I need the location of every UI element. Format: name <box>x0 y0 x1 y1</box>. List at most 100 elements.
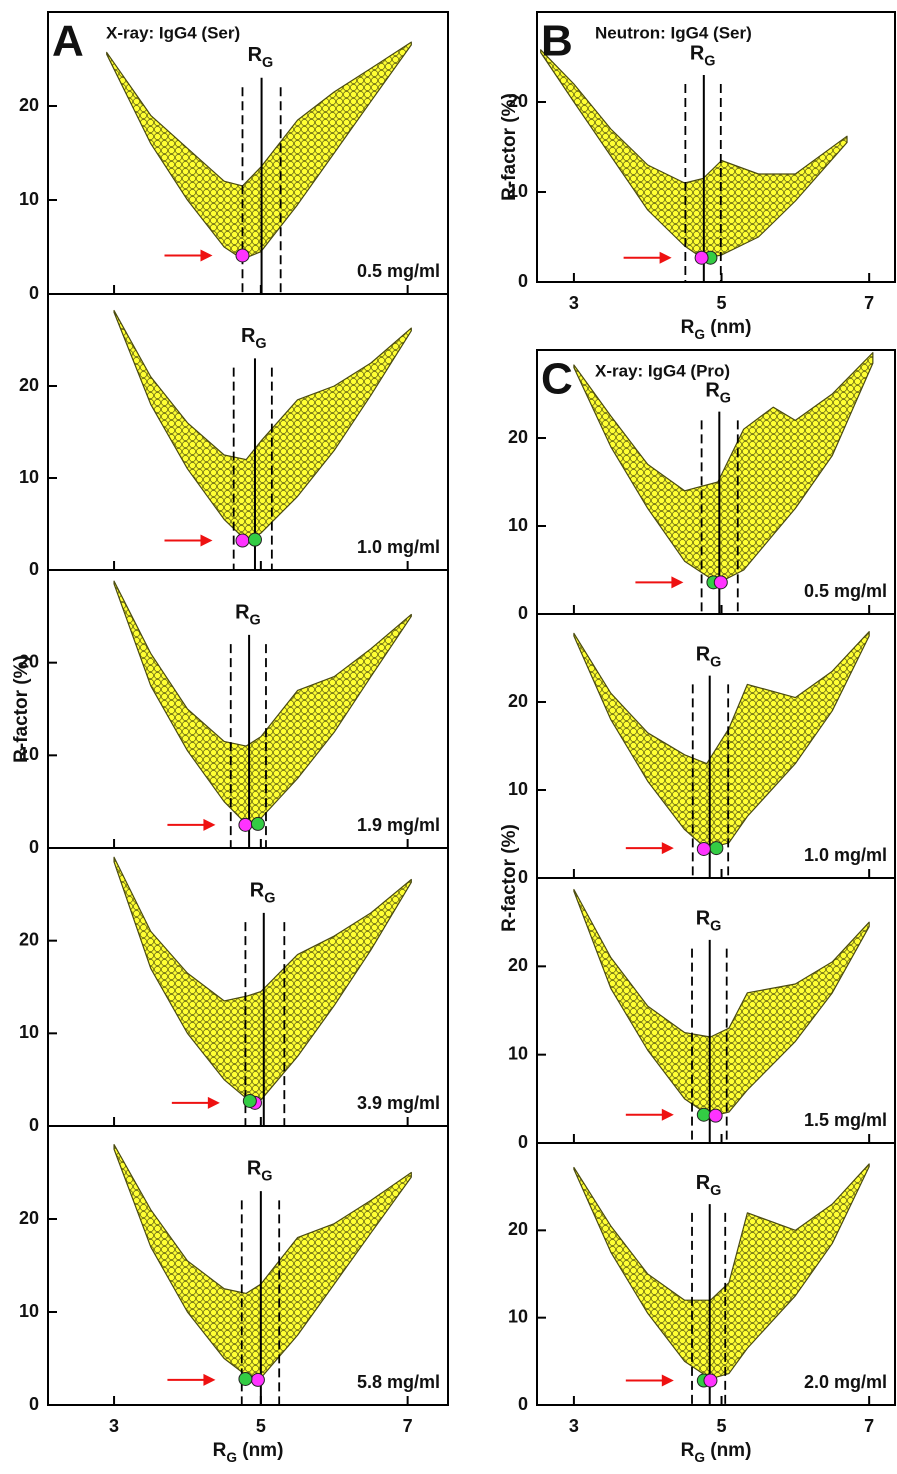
x-tick-label: 7 <box>864 1416 874 1436</box>
arrow-head <box>671 576 684 589</box>
x-tick-label: 3 <box>569 293 579 313</box>
y-tick-label: 20 <box>19 375 39 395</box>
x-tick-label: 3 <box>569 1416 579 1436</box>
x-axis-label-part: G <box>226 1450 237 1465</box>
rg-label-part: G <box>250 612 261 628</box>
rg-label-part: G <box>720 390 731 406</box>
panel-letter: C <box>541 355 573 404</box>
arrow-head <box>203 818 216 831</box>
best-fit-point <box>247 532 262 547</box>
x-tick-label: 7 <box>864 293 874 313</box>
y-tick-label: 0 <box>29 1394 39 1414</box>
rfactor-cloud <box>540 49 848 260</box>
rg-label-part: R <box>696 1172 711 1194</box>
x-axis-label: RG (nm) <box>681 1440 752 1465</box>
rg-label-part: G <box>710 1183 721 1199</box>
rg-label-part: R <box>705 380 720 402</box>
rfactor-cloud <box>573 1163 870 1380</box>
rg-label-part: G <box>704 53 715 69</box>
rfactor-cloud <box>573 631 870 850</box>
y-tick-label: 10 <box>19 1022 39 1042</box>
arrow-head <box>203 1373 216 1386</box>
y-tick-label: 20 <box>508 1219 528 1239</box>
best-fit-point <box>708 1108 723 1123</box>
y-tick-label: 10 <box>19 189 39 209</box>
arrow-head <box>659 251 672 264</box>
concentration-label: 0.5 mg/ml <box>357 261 440 281</box>
concentration-label: 1.0 mg/ml <box>804 845 887 865</box>
y-tick-label: 20 <box>508 955 528 975</box>
best-fit-point <box>703 1373 718 1388</box>
x-axis-label-part: G <box>694 1450 705 1465</box>
panel-title: X-ray: IgG4 (Pro) <box>595 361 730 380</box>
x-axis-label-part: R <box>213 1440 227 1461</box>
best-fit-point <box>250 1372 265 1387</box>
concentration-label: 5.8 mg/ml <box>357 1372 440 1392</box>
rg-label-part: G <box>710 918 721 934</box>
y-tick-label: 0 <box>29 837 39 857</box>
y-tick-label: 0 <box>518 867 528 887</box>
x-axis-label-part: (nm) <box>705 317 751 338</box>
y-tick-label: 0 <box>518 1132 528 1152</box>
x-axis-label-part: R <box>681 1440 695 1461</box>
y-tick-label: 10 <box>508 779 528 799</box>
concentration-label: 1.0 mg/ml <box>357 537 440 557</box>
y-tick-label: 10 <box>508 1306 528 1326</box>
y-tick-label: 20 <box>508 91 528 111</box>
y-tick-label: 10 <box>19 744 39 764</box>
y-tick-label: 20 <box>19 929 39 949</box>
rg-label-part: G <box>264 890 275 906</box>
rfactor-cloud <box>113 309 412 542</box>
concentration-label: 1.5 mg/ml <box>804 1110 887 1130</box>
rg-label-part: R <box>248 44 263 66</box>
x-axis-label: RG (nm) <box>213 1440 284 1465</box>
rg-label: RG <box>705 380 731 407</box>
concentration-label: 1.9 mg/ml <box>357 815 440 835</box>
rg-label-part: R <box>696 644 711 666</box>
x-tick-label: 5 <box>717 293 727 313</box>
concentration-label: 0.5 mg/ml <box>804 581 887 601</box>
y-tick-label: 10 <box>508 181 528 201</box>
rfactor-cloud <box>106 41 412 260</box>
rg-label: RG <box>690 43 716 70</box>
rg-label-part: R <box>250 880 265 902</box>
rg-label: RG <box>235 602 261 629</box>
y-tick-label: 0 <box>29 559 39 579</box>
rfactor-cloud <box>113 580 412 825</box>
y-tick-label: 10 <box>19 467 39 487</box>
x-axis-label-part: R <box>681 317 695 338</box>
panel-letter: A <box>52 17 84 66</box>
arrow-head <box>661 1374 674 1387</box>
y-tick-label: 0 <box>518 271 528 291</box>
rg-label-part: R <box>235 602 250 624</box>
panel-title: Neutron: IgG4 (Ser) <box>595 23 752 42</box>
arrow-head <box>200 249 213 262</box>
concentration-label: 2.0 mg/ml <box>804 1372 887 1392</box>
y-tick-label: 0 <box>518 1394 528 1414</box>
rg-label-part: G <box>255 336 266 352</box>
y-tick-label: 10 <box>508 515 528 535</box>
y-axis-label: R-factor (%) <box>11 655 32 763</box>
rg-label-part: G <box>262 55 273 71</box>
x-axis-label: RG (nm) <box>681 317 752 342</box>
rg-label: RG <box>247 1158 273 1185</box>
best-fit-point <box>694 250 709 265</box>
rg-label: RG <box>250 880 276 907</box>
x-axis-label-part: (nm) <box>237 1440 283 1461</box>
y-tick-label: 0 <box>518 603 528 623</box>
concentration-label: 3.9 mg/ml <box>357 1093 440 1113</box>
best-fit-point <box>235 248 250 263</box>
best-fit-point <box>250 816 265 831</box>
y-tick-label: 10 <box>19 1301 39 1321</box>
y-tick-label: 0 <box>29 1115 39 1135</box>
arrow-head <box>200 534 213 547</box>
y-axis-label: R-factor (%) <box>499 93 520 201</box>
rg-label: RG <box>696 1172 722 1199</box>
panel-letter: B <box>541 17 573 66</box>
y-axis-label: R-factor (%) <box>499 824 520 932</box>
y-tick-label: 20 <box>19 651 39 671</box>
rg-label: RG <box>696 644 722 671</box>
x-tick-label: 5 <box>717 1416 727 1436</box>
best-fit-point <box>238 817 253 832</box>
panel-title: X-ray: IgG4 (Ser) <box>106 23 240 42</box>
